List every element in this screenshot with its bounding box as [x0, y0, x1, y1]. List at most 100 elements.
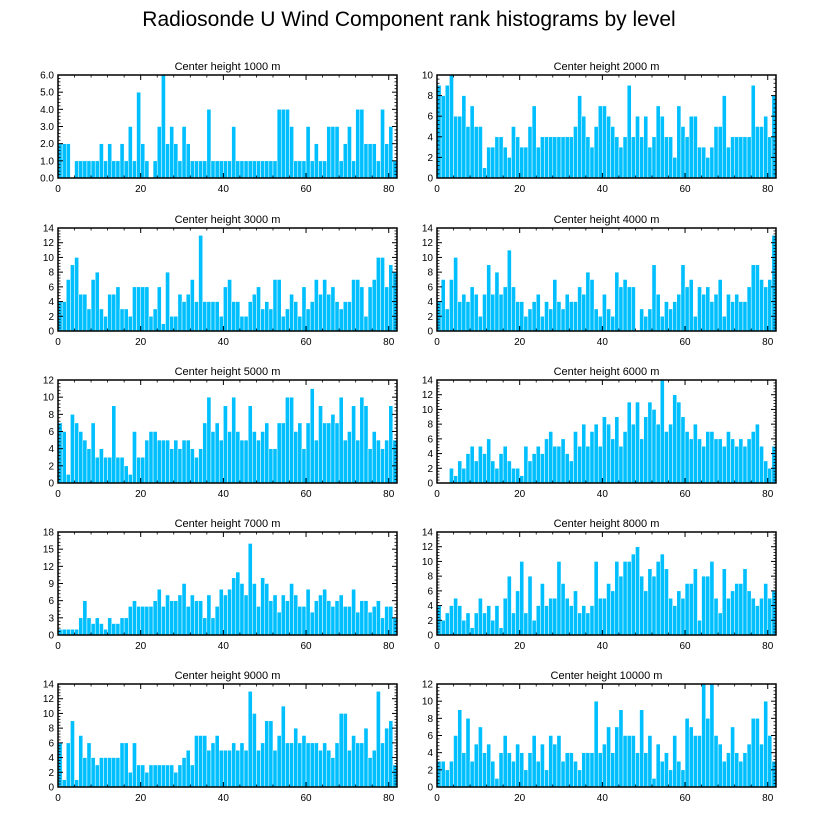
panel-title: Center height 10000 m: [551, 670, 663, 682]
histogram-bar: [664, 136, 669, 179]
histogram-bar: [289, 583, 294, 636]
histogram-bar: [177, 293, 183, 332]
histogram-bar: [309, 611, 315, 636]
histogram-bar: [763, 115, 768, 179]
histogram-bar: [156, 588, 162, 636]
histogram-bar: [334, 301, 340, 332]
histogram-bar: [701, 146, 706, 179]
histogram-bar: [469, 627, 475, 636]
histogram-bar: [684, 431, 690, 484]
x-tick-label: 60: [679, 184, 691, 195]
histogram-bar: [239, 160, 245, 179]
x-tick-label: 60: [300, 337, 312, 348]
panel-title: Center height 4000 m: [554, 214, 660, 226]
histogram-bar: [589, 279, 595, 332]
histogram-bar: [631, 735, 636, 788]
histogram-bar: [380, 257, 385, 332]
histogram-bar: [66, 279, 71, 332]
histogram-bar: [161, 439, 166, 484]
x-tick-label: 60: [300, 641, 312, 652]
histogram-bar: [86, 742, 92, 788]
histogram-bar: [376, 257, 381, 332]
histogram-bar: [185, 293, 191, 332]
histogram-bar: [490, 293, 496, 332]
histogram-panel-3: Center height 3000 m 0 2 4 6 8 10 12 14 0 20 40 60 80: [43, 214, 398, 348]
histogram-bar: [614, 726, 620, 788]
x-tick-label: 20: [514, 337, 526, 348]
x-tick-label: 0: [55, 337, 61, 348]
histogram-bar: [214, 422, 220, 484]
histogram-bar: [548, 597, 554, 636]
histogram-bar: [169, 126, 175, 179]
histogram-bar: [469, 761, 475, 788]
histogram-bar: [631, 553, 636, 636]
histogram-bar: [70, 414, 75, 484]
panel-title: Center height 5000 m: [175, 366, 281, 378]
histogram-bar: [70, 629, 75, 636]
histogram-bar: [289, 293, 294, 332]
histogram-bar: [318, 160, 323, 179]
plot-frame: [436, 74, 777, 179]
histogram-bar: [338, 594, 344, 636]
histogram-bar: [305, 126, 311, 179]
histogram-bar: [318, 594, 323, 636]
histogram-bar: [614, 416, 620, 484]
histogram-bar: [347, 606, 352, 636]
histogram-bar: [78, 431, 84, 484]
histogram-bar: [334, 600, 340, 636]
histogram-bar: [734, 136, 740, 179]
histogram-bar: [502, 286, 508, 332]
histogram-bar: [730, 301, 735, 332]
histogram-bar: [688, 438, 694, 484]
histogram-bar: [338, 396, 344, 484]
histogram-bar: [573, 126, 578, 179]
histogram-bar: [82, 439, 88, 484]
histogram-bar: [185, 439, 191, 484]
histogram-bar: [523, 612, 529, 636]
x-tick-label: 20: [514, 184, 526, 195]
histogram-bar: [511, 761, 516, 788]
histogram-bar: [643, 316, 649, 332]
histogram-bar: [181, 439, 187, 484]
x-tick-label: 20: [514, 793, 526, 804]
histogram-bar: [535, 605, 541, 636]
y-tick-label: 6: [427, 434, 433, 445]
histogram-bar: [755, 605, 760, 636]
histogram-bar: [713, 597, 719, 636]
histogram-bar: [363, 316, 369, 332]
histogram-bar: [672, 735, 678, 788]
y-tick-label: 6: [427, 112, 433, 123]
histogram-bar: [688, 583, 694, 636]
histogram-bar: [355, 439, 361, 484]
histogram-bar: [473, 126, 479, 179]
y-tick-label: 12: [43, 238, 55, 249]
y-tick-label: 14: [422, 376, 434, 387]
histogram-bar: [177, 594, 183, 636]
histogram-bar: [738, 583, 744, 636]
histogram-bar: [144, 439, 150, 484]
x-tick-label: 60: [679, 793, 691, 804]
histogram-bar: [709, 301, 715, 332]
histogram-bar: [697, 286, 702, 332]
histogram-bar: [726, 431, 731, 484]
histogram-bar: [322, 422, 327, 484]
histogram-bar: [465, 453, 471, 484]
histogram-bar: [602, 597, 607, 636]
histogram-bar: [544, 769, 549, 788]
histogram-bar: [573, 431, 578, 484]
histogram-bar: [206, 109, 212, 179]
histogram-bar: [256, 439, 261, 484]
histogram-bar: [478, 316, 483, 332]
histogram-bar: [119, 617, 125, 636]
histogram-bar: [643, 115, 649, 179]
histogram-bar: [243, 594, 249, 636]
histogram-bar: [643, 416, 649, 484]
histogram-bar: [132, 286, 137, 332]
histogram-bar: [552, 445, 558, 484]
panel-title: Center height 8000 m: [554, 518, 660, 530]
histogram-bar: [655, 105, 661, 179]
x-tick-label: 80: [762, 489, 774, 500]
histogram-bar: [597, 316, 603, 332]
histogram-bar: [169, 448, 175, 484]
histogram-bar: [531, 453, 537, 484]
